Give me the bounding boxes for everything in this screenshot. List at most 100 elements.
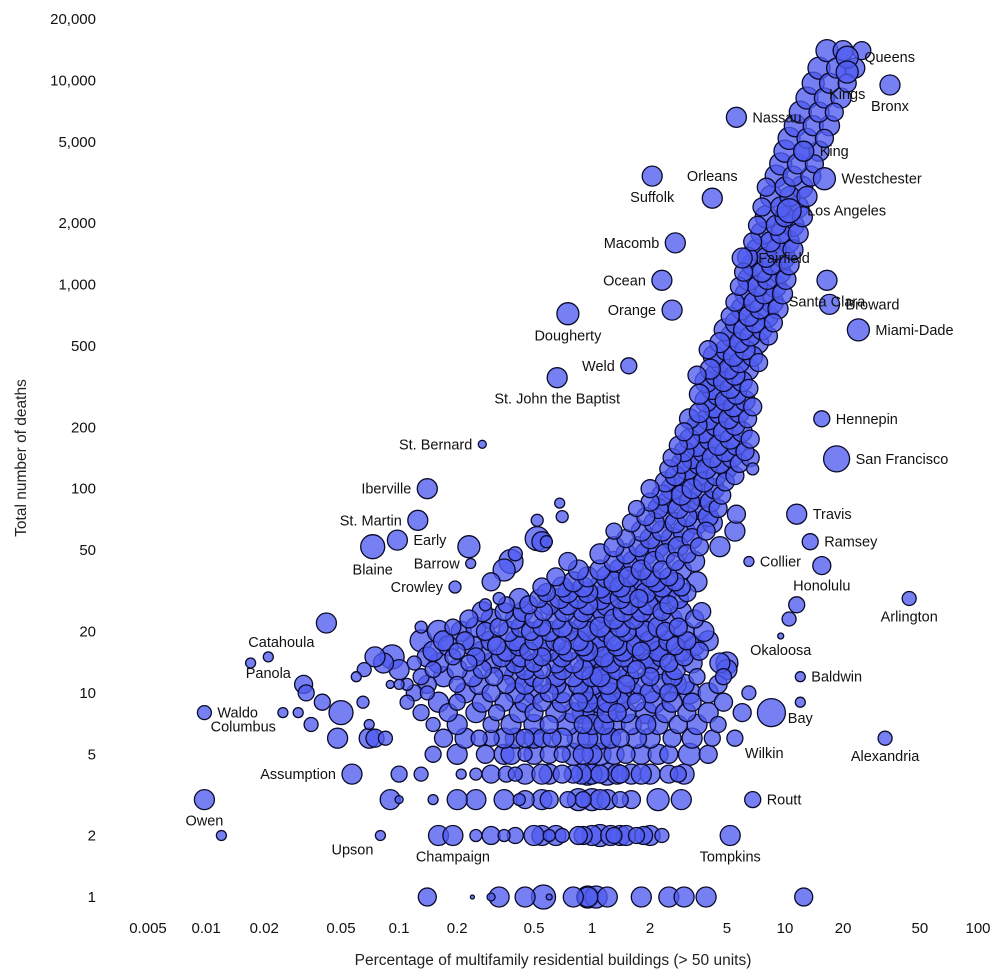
data-point-weld — [620, 357, 638, 375]
data-point — [465, 788, 487, 811]
point-label: Ocean — [603, 273, 646, 289]
data-point-hennepin — [813, 410, 831, 428]
x-tick-label: 0.005 — [129, 920, 167, 937]
point-label: Tompkins — [700, 850, 761, 866]
data-point-macomb — [664, 232, 686, 254]
data-point — [682, 692, 702, 712]
data-point — [747, 215, 768, 236]
data-point — [688, 668, 706, 686]
data-point — [546, 567, 566, 587]
data-point — [630, 763, 652, 785]
point-label: Nassau — [752, 110, 801, 126]
data-point — [756, 697, 787, 728]
data-point — [531, 763, 553, 785]
data-point — [406, 655, 422, 671]
point-label: Collier — [760, 555, 801, 571]
data-point-routt — [744, 790, 762, 809]
data-point — [554, 497, 566, 509]
data-point — [457, 535, 481, 559]
x-tick-label: 100 — [965, 920, 990, 937]
x-tick-label: 0.05 — [326, 920, 355, 937]
data-point — [640, 479, 660, 499]
data-point-columbus — [277, 706, 289, 719]
data-point-dougherty — [556, 302, 580, 326]
x-axis-ticks: 0.005 0.01 0.02 0.05 0.1 0.2 0.5 1 2 5 10 20 50 100 — [129, 920, 990, 937]
data-point — [788, 596, 806, 614]
data-point — [455, 768, 467, 780]
data-point — [356, 661, 372, 678]
data-point — [393, 678, 405, 691]
data-point — [350, 671, 362, 683]
point-label: Wilkin — [745, 746, 784, 762]
data-point — [414, 620, 428, 634]
data-point — [448, 642, 466, 660]
y-tick-label: 2,000 — [58, 215, 96, 232]
data-point — [517, 746, 533, 762]
data-point — [512, 792, 526, 807]
data-point — [709, 715, 727, 734]
data-point — [297, 684, 315, 702]
x-tick-label: 0.01 — [191, 920, 220, 937]
data-point — [497, 828, 511, 843]
data-point-ocean — [651, 269, 673, 291]
data-point — [523, 824, 545, 847]
y-tick-label: 10,000 — [50, 73, 96, 90]
data-point — [328, 699, 354, 726]
data-point — [433, 728, 454, 748]
data-point — [492, 558, 516, 582]
point-label: St. Martin — [340, 513, 402, 529]
data-point — [390, 765, 408, 783]
data-point — [424, 745, 442, 763]
data-point — [654, 827, 670, 844]
point-label: Bay — [788, 711, 814, 727]
data-point — [698, 340, 718, 360]
data-point — [554, 827, 570, 844]
data-point — [492, 591, 506, 606]
point-label: Routt — [767, 793, 802, 809]
data-point — [616, 744, 636, 764]
data-point — [607, 702, 627, 723]
point-label: Dougherty — [534, 329, 602, 345]
data-point-alexandria — [877, 730, 893, 746]
data-point — [385, 679, 395, 690]
y-tick-label: 500 — [71, 338, 96, 355]
y-axis-ticks: 1 2 5 10 20 50 100 200 500 1,000 2,000 5,000 10,000 2… — [50, 11, 96, 906]
data-point — [326, 727, 349, 749]
data-point-arlington — [901, 590, 917, 607]
data-point — [692, 601, 712, 622]
point-label: Panola — [246, 666, 292, 682]
data-point — [605, 826, 623, 845]
point-label: Miami-Dade — [875, 323, 953, 339]
data-point-st-john-the-baptist — [546, 367, 568, 389]
data-point — [659, 683, 679, 703]
data-point — [674, 422, 694, 442]
data-point — [313, 693, 331, 711]
y-tick-label: 20 — [79, 623, 96, 640]
data-point — [444, 618, 462, 636]
y-tick-label: 100 — [71, 481, 96, 498]
data-point-santa-clara — [816, 269, 838, 291]
data-point — [610, 728, 630, 748]
data-point — [460, 654, 478, 672]
data-point — [364, 646, 386, 668]
data-point — [539, 714, 559, 735]
data-point — [574, 790, 592, 809]
data-point — [670, 788, 692, 811]
point-label: Blaine — [353, 563, 393, 579]
data-point — [469, 828, 483, 843]
data-point — [413, 766, 429, 782]
data-point — [743, 397, 763, 417]
data-point — [425, 716, 441, 733]
x-tick-label: 0.02 — [250, 920, 279, 937]
bubble-layer — [193, 38, 917, 910]
x-tick-label: 0.1 — [389, 920, 410, 937]
y-tick-label: 200 — [71, 419, 96, 436]
y-tick-label: 2 — [88, 828, 96, 845]
data-point-travis — [786, 503, 808, 525]
data-point — [562, 886, 584, 908]
data-point-blaine — [360, 534, 386, 560]
point-label: Fairfield — [758, 251, 810, 267]
data-point — [616, 674, 636, 695]
point-label: Santa Clara — [789, 294, 867, 310]
point-label: St. Bernard — [399, 437, 472, 453]
